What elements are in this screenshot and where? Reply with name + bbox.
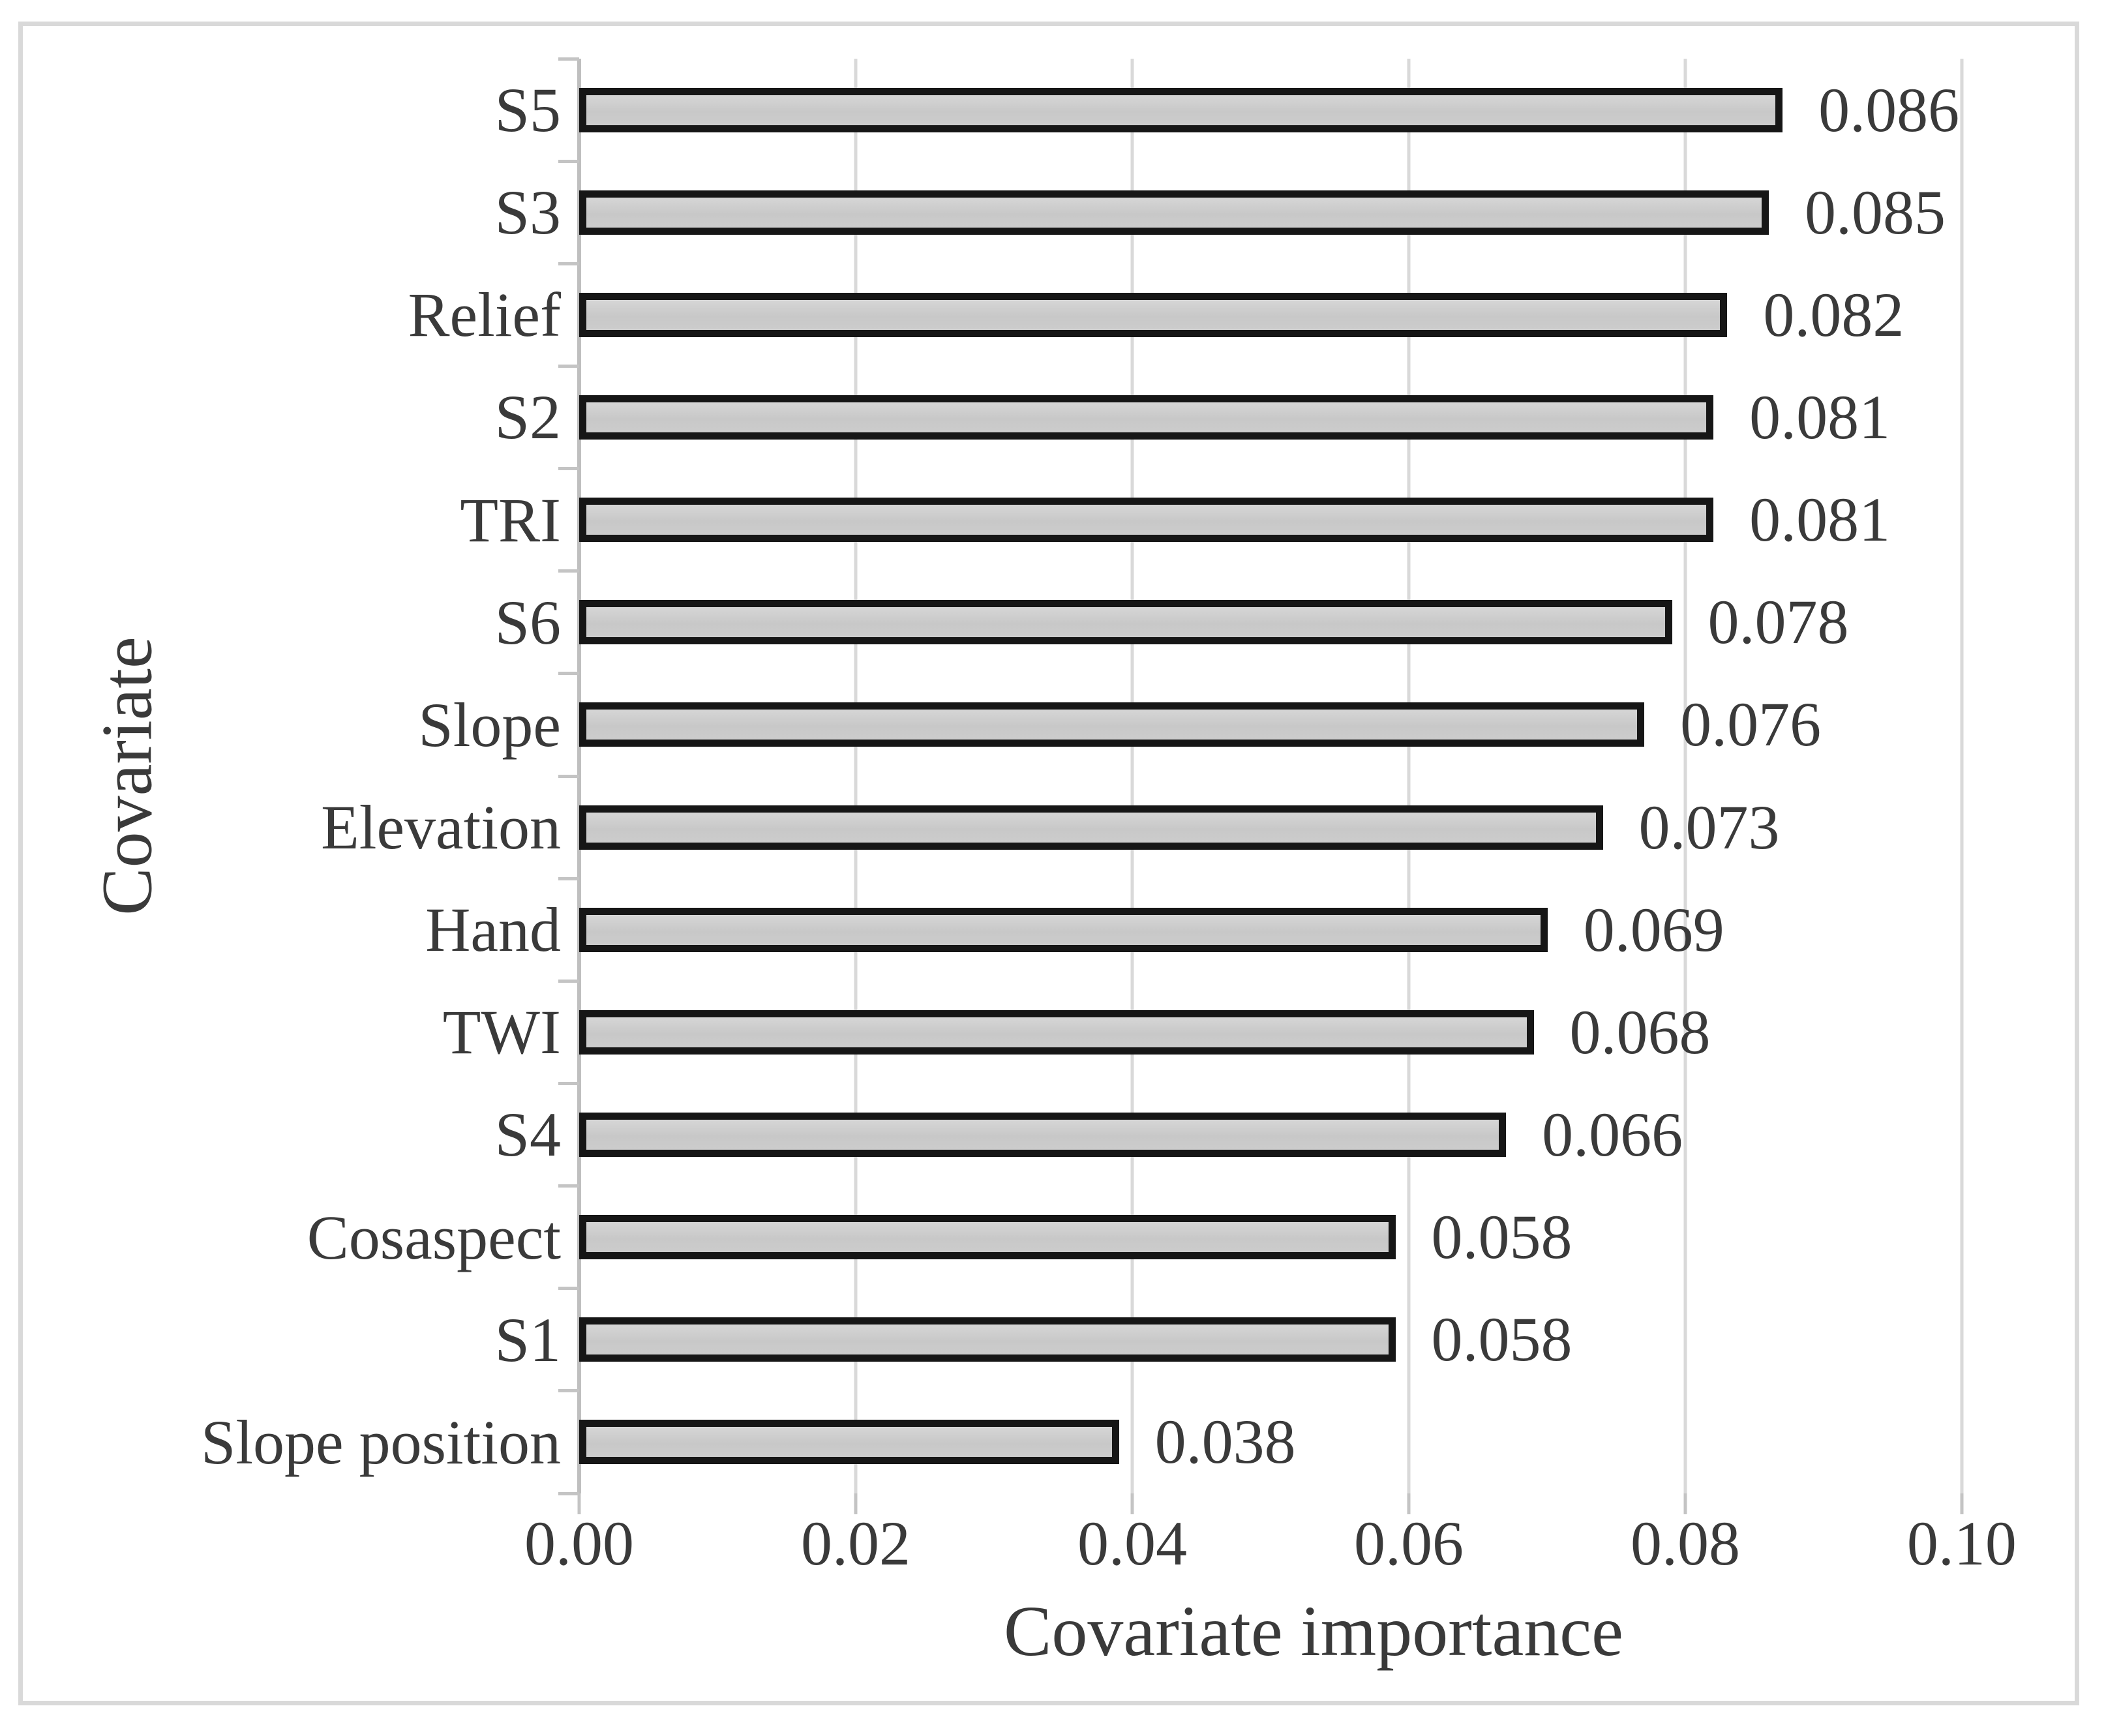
bar-row: 0.082 xyxy=(579,263,2048,366)
x-axis-tick-mark xyxy=(1130,1493,1134,1514)
category-axis-labels: S5 S3 Relief S2 TRI S6 Slope Elevation Hand TWI S4… xyxy=(29,59,561,1493)
y-axis-tick-mark xyxy=(558,1184,579,1188)
value-label: 0.066 xyxy=(1542,1099,1683,1169)
x-axis-tick-label: 0.02 xyxy=(800,1508,910,1578)
bar-row: 0.085 xyxy=(579,161,2048,263)
category-label: S3 xyxy=(494,177,561,248)
category-label: S1 xyxy=(494,1304,561,1375)
bar-row: 0.086 xyxy=(579,59,2048,161)
bar-row: 0.078 xyxy=(579,571,2048,674)
bar-row: 0.058 xyxy=(579,1186,2048,1289)
category-label: S5 xyxy=(494,75,561,145)
x-axis-tick-labels: 0.00 0.02 0.04 0.06 0.08 0.10 xyxy=(524,1501,2048,1586)
bar-row: 0.038 xyxy=(579,1391,2048,1493)
x-axis-tick-mark xyxy=(1407,1493,1411,1514)
x-axis-tick-mark xyxy=(1683,1493,1687,1514)
value-label: 0.073 xyxy=(1638,792,1780,862)
gridline xyxy=(1960,59,1964,1493)
value-label: 0.069 xyxy=(1583,894,1724,965)
value-label: 0.068 xyxy=(1569,996,1711,1067)
category-label: S4 xyxy=(494,1100,561,1170)
value-label: 0.081 xyxy=(1749,485,1891,555)
y-axis-tick-mark xyxy=(558,774,579,778)
y-axis-line xyxy=(577,59,581,1493)
value-label: 0.058 xyxy=(1431,1304,1572,1375)
category-label: S2 xyxy=(494,382,561,453)
category-label: Relief xyxy=(408,280,561,350)
y-axis-tick-mark xyxy=(558,467,579,471)
bar-row: 0.073 xyxy=(579,776,2048,878)
value-label: 0.078 xyxy=(1707,587,1849,657)
y-axis-tick-mark xyxy=(558,1081,579,1085)
bar-row: 0.081 xyxy=(579,366,2048,468)
bar-row: 0.076 xyxy=(579,674,2048,776)
y-axis-tick-mark xyxy=(558,1287,579,1291)
value-label: 0.081 xyxy=(1749,382,1891,452)
bar xyxy=(579,702,1645,747)
bar xyxy=(579,498,1714,543)
bar xyxy=(579,87,1783,132)
gridline xyxy=(854,59,858,1493)
bar xyxy=(579,1317,1396,1362)
bar xyxy=(579,907,1548,952)
bar xyxy=(579,395,1714,440)
value-label: 0.038 xyxy=(1154,1407,1296,1477)
category-label: Cosaspect xyxy=(307,1202,561,1272)
gridline xyxy=(1130,59,1134,1493)
x-axis-tick-label: 0.06 xyxy=(1353,1508,1464,1578)
x-axis-tick-label: 0.10 xyxy=(1906,1508,2017,1578)
value-label: 0.058 xyxy=(1431,1202,1572,1272)
category-label: Elevation xyxy=(321,792,561,863)
bar xyxy=(579,805,1603,850)
bar xyxy=(579,292,1728,337)
bar-row: 0.068 xyxy=(579,981,2048,1083)
category-label: Slope position xyxy=(200,1407,561,1477)
bar xyxy=(579,1112,1507,1157)
category-label: Slope xyxy=(418,689,561,760)
x-axis-tick-mark xyxy=(1960,1493,1964,1514)
x-axis-tick-mark xyxy=(854,1493,858,1514)
x-axis-title: Covariate importance xyxy=(1004,1591,1623,1671)
x-axis-tick-mark xyxy=(577,1493,581,1514)
category-label: TWI xyxy=(442,997,561,1068)
gridline xyxy=(1683,59,1687,1493)
bar-series: 0.086 0.085 0.082 0.081 0.081 0.078 0.076 0.073… xyxy=(579,59,2048,1493)
bar xyxy=(579,190,1769,235)
x-axis-tick-label: 0.00 xyxy=(524,1508,634,1578)
bar xyxy=(579,1420,1119,1465)
bar xyxy=(579,600,1672,645)
bar-row: 0.081 xyxy=(579,469,2048,571)
y-axis-tick-mark xyxy=(558,876,579,880)
bar xyxy=(579,1010,1534,1055)
y-axis-tick-mark xyxy=(558,979,579,983)
y-axis-tick-mark xyxy=(558,262,579,265)
y-axis-tick-mark xyxy=(558,569,579,573)
category-label: TRI xyxy=(460,485,561,555)
category-label: S6 xyxy=(494,587,561,657)
value-label: 0.076 xyxy=(1680,689,1822,760)
gridline xyxy=(1407,59,1411,1493)
y-axis-tick-mark xyxy=(558,57,579,61)
bar xyxy=(579,1215,1396,1260)
x-axis-tick-label: 0.04 xyxy=(1077,1508,1187,1578)
bar-row: 0.066 xyxy=(579,1083,2048,1186)
value-label: 0.082 xyxy=(1763,279,1904,350)
bar-row: 0.069 xyxy=(579,878,2048,981)
y-axis-tick-mark xyxy=(558,159,579,163)
category-label: Hand xyxy=(425,895,561,965)
plot-area: 0.086 0.085 0.082 0.081 0.081 0.078 0.076 0.073… xyxy=(558,57,2048,1514)
y-axis-tick-mark xyxy=(558,1389,579,1393)
value-label: 0.085 xyxy=(1804,177,1946,247)
x-axis-tick-label: 0.08 xyxy=(1630,1508,1740,1578)
y-axis-tick-mark xyxy=(558,1491,579,1495)
y-axis-tick-mark xyxy=(558,672,579,676)
y-axis-tick-mark xyxy=(558,364,579,368)
value-label: 0.086 xyxy=(1818,74,1960,145)
bar-row: 0.058 xyxy=(579,1289,2048,1391)
